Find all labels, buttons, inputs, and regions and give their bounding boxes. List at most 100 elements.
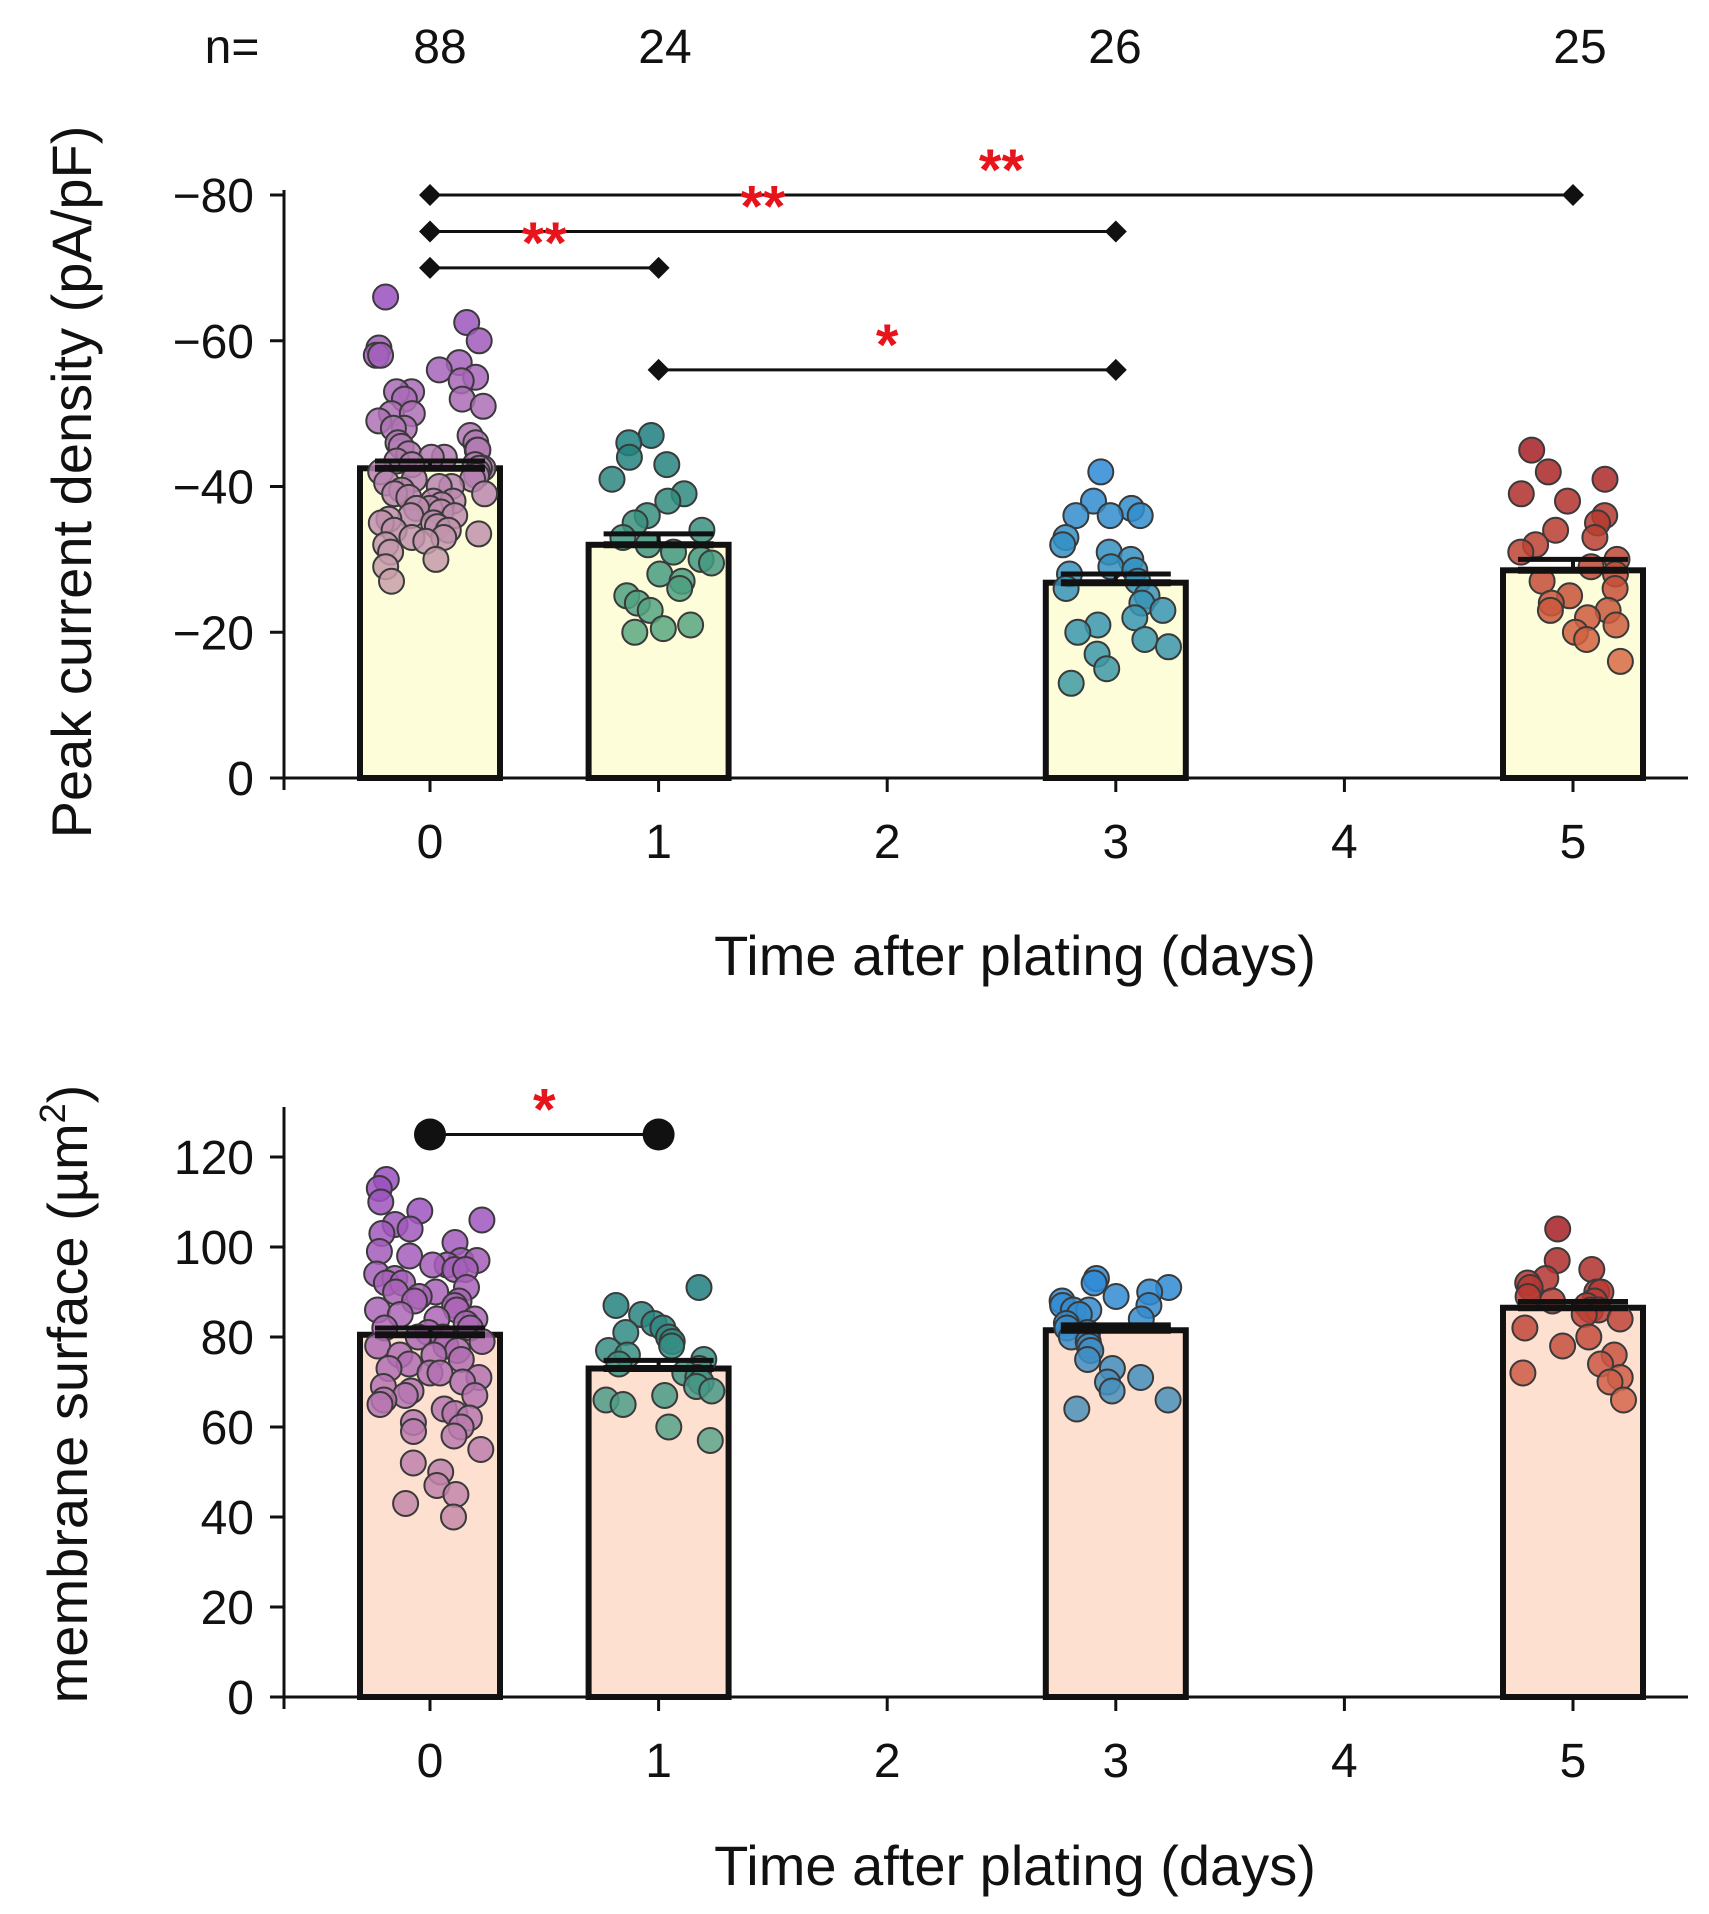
y-axis-label: membrane surface (µm2) bbox=[32, 1085, 99, 1704]
data-point-day-5 bbox=[1554, 487, 1581, 515]
n-count-row: n= 88 24 26 25 bbox=[205, 21, 1607, 74]
y-tick-labels: 0 20 40 60 80 100 120 bbox=[174, 1132, 254, 1725]
x-tick-label: 2 bbox=[874, 816, 901, 869]
data-point-day-0 bbox=[367, 341, 395, 369]
y-tick-label: 80 bbox=[201, 1312, 254, 1365]
data-point-day-3 bbox=[1057, 669, 1085, 697]
x-tick-label: 3 bbox=[1102, 816, 1129, 869]
data-point-day-1 bbox=[655, 1413, 683, 1441]
x-tick-label: 4 bbox=[1331, 1735, 1358, 1788]
data-point-day-3 bbox=[1096, 502, 1124, 530]
data-point-day-5 bbox=[1509, 1359, 1537, 1387]
y-axis-label: Peak current density (pA/pF) bbox=[40, 126, 103, 839]
data-point-day-0 bbox=[440, 1503, 467, 1531]
data-point-day-1 bbox=[653, 451, 681, 479]
x-tick-label: 4 bbox=[1331, 816, 1358, 869]
data-point-day-0 bbox=[365, 1238, 393, 1265]
y-tick-label: 0 bbox=[227, 753, 254, 806]
significance-label-2: ** bbox=[522, 211, 568, 276]
error-bar-group bbox=[375, 1298, 1628, 1372]
x-tick-label: 0 bbox=[417, 1735, 444, 1788]
data-point-day-3 bbox=[1102, 1283, 1130, 1310]
data-point-day-3 bbox=[1049, 531, 1077, 559]
data-point-day-5 bbox=[1606, 647, 1634, 675]
bar-day-1 bbox=[585, 1365, 732, 1700]
data-point-day-0 bbox=[425, 356, 453, 384]
data-point-day-0 bbox=[469, 392, 497, 420]
data-point-day-3 bbox=[1149, 596, 1177, 624]
y-tick-label: 20 bbox=[201, 1582, 254, 1635]
data-point-day-1 bbox=[651, 1382, 679, 1409]
data-point-day-0 bbox=[465, 327, 493, 355]
data-point-day-0 bbox=[419, 1251, 447, 1279]
axes-group bbox=[270, 1107, 1688, 1711]
significance-label-0: ** bbox=[979, 138, 1025, 203]
y-tick-labels: 0 −20 −40 −60 −80 bbox=[173, 170, 254, 806]
data-point-day-0 bbox=[468, 1206, 496, 1234]
data-point-day-1 bbox=[658, 1332, 686, 1360]
data-point-day-3 bbox=[1155, 633, 1182, 661]
significance-group: * bbox=[414, 1078, 675, 1151]
y-tick-label: −60 bbox=[173, 316, 254, 369]
data-point-day-0 bbox=[467, 1436, 495, 1463]
data-point-day-1 bbox=[654, 487, 682, 515]
significance-diamond-marker bbox=[419, 184, 441, 206]
data-point-day-1 bbox=[637, 422, 665, 449]
axes-group bbox=[270, 190, 1688, 792]
data-point-day-1 bbox=[688, 516, 716, 544]
data-point-day-5 bbox=[1596, 1368, 1624, 1396]
data-point-day-3 bbox=[1121, 604, 1149, 632]
x-axis-label: Time after plating (days) bbox=[714, 1834, 1316, 1897]
x-tick-labels: 0 1 2 3 4 5 bbox=[417, 1735, 1587, 1788]
data-point-day-5 bbox=[1575, 1323, 1603, 1351]
y-axis-label-main: membrane surface (µm bbox=[36, 1123, 99, 1703]
data-point-day-1 bbox=[636, 596, 664, 624]
data-point-day-0 bbox=[422, 545, 450, 573]
data-point-day-0 bbox=[426, 1359, 454, 1387]
data-point-day-3 bbox=[1098, 1377, 1126, 1405]
significance-label-3: * bbox=[876, 313, 899, 378]
data-point-day-0 bbox=[465, 520, 493, 548]
n-count-day-3: 26 bbox=[1088, 21, 1141, 74]
data-point-day-1 bbox=[685, 1274, 713, 1301]
data-point-day-1 bbox=[677, 611, 705, 639]
data-point-day-1 bbox=[602, 1292, 630, 1319]
data-point-day-3 bbox=[1127, 1364, 1155, 1391]
data-point-day-5 bbox=[1507, 480, 1535, 508]
y-tick-label: 40 bbox=[201, 1492, 254, 1545]
significance-label-1: ** bbox=[740, 174, 786, 239]
x-tick-label: 3 bbox=[1102, 1735, 1129, 1788]
significance-circle-marker bbox=[414, 1118, 446, 1151]
data-point-day-3 bbox=[1080, 1269, 1108, 1297]
data-point-day-1 bbox=[666, 575, 694, 602]
data-point-day-0 bbox=[471, 480, 499, 508]
y-axis-label-superscript: 2 bbox=[32, 1103, 73, 1123]
data-point-day-5 bbox=[1536, 596, 1564, 624]
data-point-day-0 bbox=[392, 1490, 420, 1517]
data-point-day-0 bbox=[367, 1188, 395, 1216]
y-tick-label: 60 bbox=[201, 1402, 254, 1455]
data-point-day-1 bbox=[621, 618, 649, 646]
significance-label-0: * bbox=[533, 1078, 556, 1143]
data-point-day-1 bbox=[698, 549, 725, 577]
n-count-day-5: 25 bbox=[1553, 21, 1606, 74]
data-point-day-3 bbox=[1063, 1395, 1091, 1423]
y-tick-label: −80 bbox=[173, 170, 254, 223]
y-tick-label: −20 bbox=[173, 607, 254, 660]
data-point-day-5 bbox=[1534, 458, 1562, 486]
significance-diamond-marker bbox=[647, 358, 670, 381]
data-point-day-0 bbox=[396, 1215, 424, 1243]
significance-diamond-marker bbox=[419, 220, 441, 243]
data-point-day-1 bbox=[649, 615, 677, 643]
x-tick-label: 5 bbox=[1560, 816, 1587, 869]
significance-diamond-marker bbox=[1104, 358, 1127, 381]
membrane-surface-panel: * 0 20 40 60 80 100 120 0 1 2 3 4 5 Time after plat… bbox=[32, 1078, 1688, 1897]
data-point-day-5 bbox=[1581, 524, 1609, 551]
data-point-day-3 bbox=[1062, 502, 1090, 530]
data-point-day-1 bbox=[605, 1350, 633, 1378]
x-tick-label: 2 bbox=[874, 1735, 901, 1788]
data-point-day-5 bbox=[1578, 1256, 1606, 1283]
data-point-day-0 bbox=[372, 283, 400, 311]
data-point-day-1 bbox=[598, 465, 626, 493]
